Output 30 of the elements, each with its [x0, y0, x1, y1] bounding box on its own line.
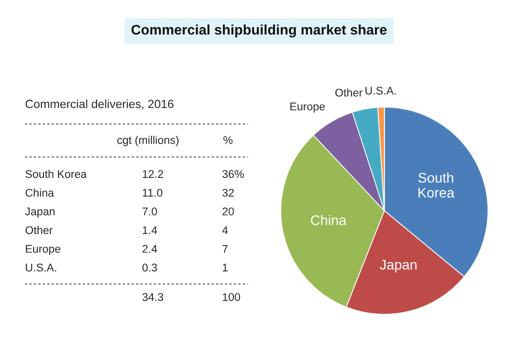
- text: 1: [222, 264, 228, 272]
- text: Europe: [26, 245, 60, 255]
- text: 4: [222, 226, 228, 234]
- text: 12.2: [142, 170, 164, 178]
- text: 36%: [222, 170, 244, 178]
- text: 20: [222, 208, 234, 216]
- slice-label: Other: [335, 88, 362, 97]
- text: Other: [26, 226, 53, 234]
- text: 7.0: [142, 208, 158, 216]
- slice-label: U.S.A.: [366, 86, 396, 95]
- text: Commercial deliveries, 2016: [26, 100, 174, 110]
- slice-label: Europe: [290, 102, 325, 113]
- text: 11.0: [142, 188, 162, 197]
- text: China: [26, 188, 54, 197]
- slice-label: Japan: [380, 260, 417, 272]
- text: cgt (millions): [117, 136, 178, 146]
- text: U.S.A.: [26, 264, 56, 272]
- text: 32: [222, 188, 234, 197]
- text: 100: [222, 293, 240, 301]
- text: 34.3: [142, 293, 164, 301]
- slice-label: South Korea: [418, 172, 454, 198]
- text: South Korea: [26, 170, 87, 178]
- slice-label: China: [310, 214, 347, 226]
- text: 1.4: [142, 226, 158, 234]
- text: Japan: [25, 208, 55, 218]
- text: %: [223, 136, 233, 144]
- chart-title: Commercial shipbuilding market share: [131, 24, 387, 38]
- text: 7: [222, 245, 228, 253]
- text: 2.4: [142, 244, 158, 253]
- text: 0.3: [142, 264, 157, 272]
